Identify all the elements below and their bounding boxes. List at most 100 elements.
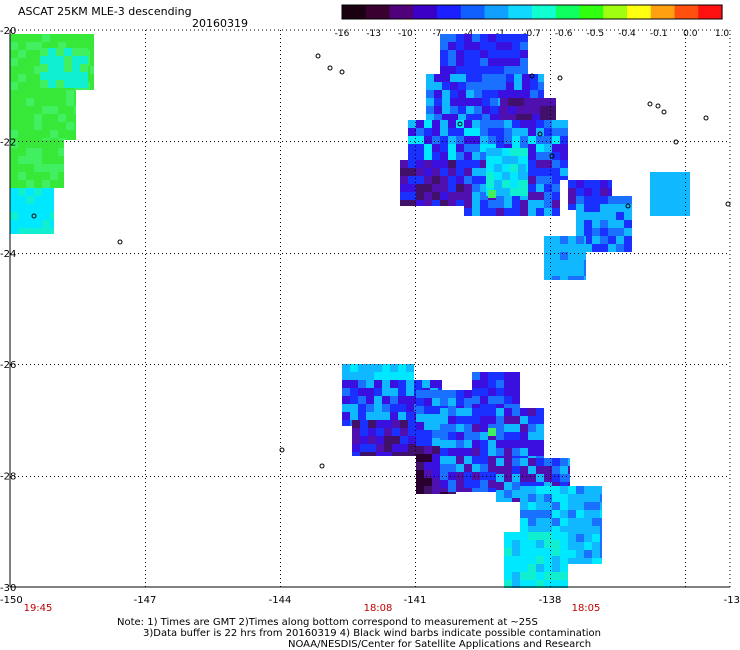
- wind-cell: [448, 168, 456, 176]
- wind-cell: [528, 416, 536, 424]
- wind-cell: [480, 128, 488, 136]
- wind-cell: [464, 408, 472, 416]
- wind-cell: [496, 120, 504, 128]
- wind-cell: [536, 486, 544, 494]
- wind-cell: [40, 48, 48, 56]
- wind-cell: [504, 424, 512, 432]
- wind-cell: [448, 488, 456, 492]
- wind-cell: [536, 510, 544, 518]
- wind-cell: [544, 200, 552, 208]
- wind-cell: [616, 204, 624, 212]
- wind-cell: [496, 42, 504, 50]
- wind-cell: [456, 184, 464, 192]
- wind-cell: [90, 82, 94, 90]
- wind-cell: [486, 156, 494, 164]
- wind-cell: [10, 130, 18, 138]
- wind-cell: [448, 50, 456, 58]
- wind-cell: [50, 228, 54, 234]
- wind-cell: [342, 404, 350, 412]
- wind-cell: [400, 160, 408, 168]
- wind-cell: [26, 204, 34, 212]
- wind-cell: [42, 188, 50, 196]
- wind-cell: [568, 268, 576, 276]
- wind-cell: [456, 440, 464, 448]
- wind-cell: [560, 502, 568, 510]
- wind-cell: [18, 50, 26, 58]
- wind-cell: [592, 518, 600, 526]
- lon-tick-label: -141: [404, 595, 427, 606]
- wind-cell: [576, 486, 584, 494]
- wind-cell: [456, 488, 464, 492]
- wind-cell: [440, 42, 448, 50]
- wind-cell: [456, 168, 464, 176]
- wind-cell: [544, 494, 552, 502]
- wind-cell: [464, 120, 472, 128]
- wind-cell: [560, 160, 568, 168]
- wind-cell: [560, 556, 568, 564]
- wind-cell: [58, 172, 64, 180]
- wind-cell: [374, 372, 382, 380]
- wind-cell: [80, 48, 88, 56]
- wind-cell: [426, 82, 434, 90]
- wind-cell: [504, 372, 512, 380]
- wind-cell: [494, 164, 502, 172]
- wind-cell: [416, 192, 424, 200]
- wind-cell: [56, 56, 64, 64]
- wind-cell: [576, 180, 584, 188]
- wind-cell: [464, 42, 472, 50]
- wind-cell: [80, 64, 88, 72]
- wind-cell: [18, 58, 26, 66]
- wind-cell: [528, 572, 536, 580]
- wind-cell: [524, 114, 532, 122]
- wind-cell: [496, 466, 504, 474]
- wind-cell: [350, 396, 358, 404]
- wind-cell: [458, 82, 466, 90]
- wind-cell: [536, 572, 544, 580]
- wind-cell: [488, 58, 496, 66]
- wind-cell: [58, 180, 64, 188]
- wind-cell: [560, 564, 568, 572]
- wind-cell: [376, 452, 384, 456]
- wind-cell: [10, 138, 18, 140]
- wind-cell: [432, 128, 440, 136]
- wind-cell: [18, 98, 26, 106]
- map-date: 20160319: [192, 17, 248, 30]
- wind-cell: [40, 64, 48, 72]
- wind-cell: [520, 474, 528, 482]
- wind-cell: [480, 388, 488, 396]
- wind-cell: [496, 380, 504, 388]
- wind-cell: [512, 532, 520, 540]
- wind-cell: [440, 144, 448, 152]
- wind-cell: [10, 140, 18, 148]
- wind-cell: [56, 64, 64, 72]
- colorbar-label: 1.0: [715, 29, 730, 39]
- wind-cell: [488, 488, 496, 492]
- wind-cell: [624, 236, 632, 244]
- wind-cell: [504, 416, 512, 424]
- wind-cell: [66, 42, 74, 50]
- wind-cell: [472, 380, 480, 388]
- wind-cell: [496, 408, 504, 416]
- pass-time-label: 18:08: [364, 603, 393, 614]
- wind-cell: [464, 208, 472, 216]
- wind-cell: [480, 160, 488, 168]
- wind-cell: [42, 212, 50, 220]
- wind-cell: [406, 404, 414, 412]
- wind-cell: [34, 156, 42, 164]
- wind-cell: [18, 138, 26, 140]
- footer-note-1: Note: 1) Times are GMT 2)Times along bot…: [117, 617, 538, 628]
- wind-cell: [552, 136, 560, 144]
- wind-cell: [488, 50, 496, 58]
- wind-cell: [464, 456, 472, 464]
- wind-cell: [506, 90, 514, 98]
- wind-cell: [528, 160, 536, 168]
- wind-cell: [482, 106, 490, 114]
- wind-cell: [504, 408, 512, 416]
- wind-cell: [50, 220, 54, 228]
- wind-cell: [392, 436, 400, 444]
- wind-cell: [480, 488, 488, 492]
- wind-cell: [366, 380, 374, 388]
- wind-cell: [568, 550, 576, 558]
- wind-cell: [512, 42, 520, 50]
- wind-cell: [504, 42, 512, 50]
